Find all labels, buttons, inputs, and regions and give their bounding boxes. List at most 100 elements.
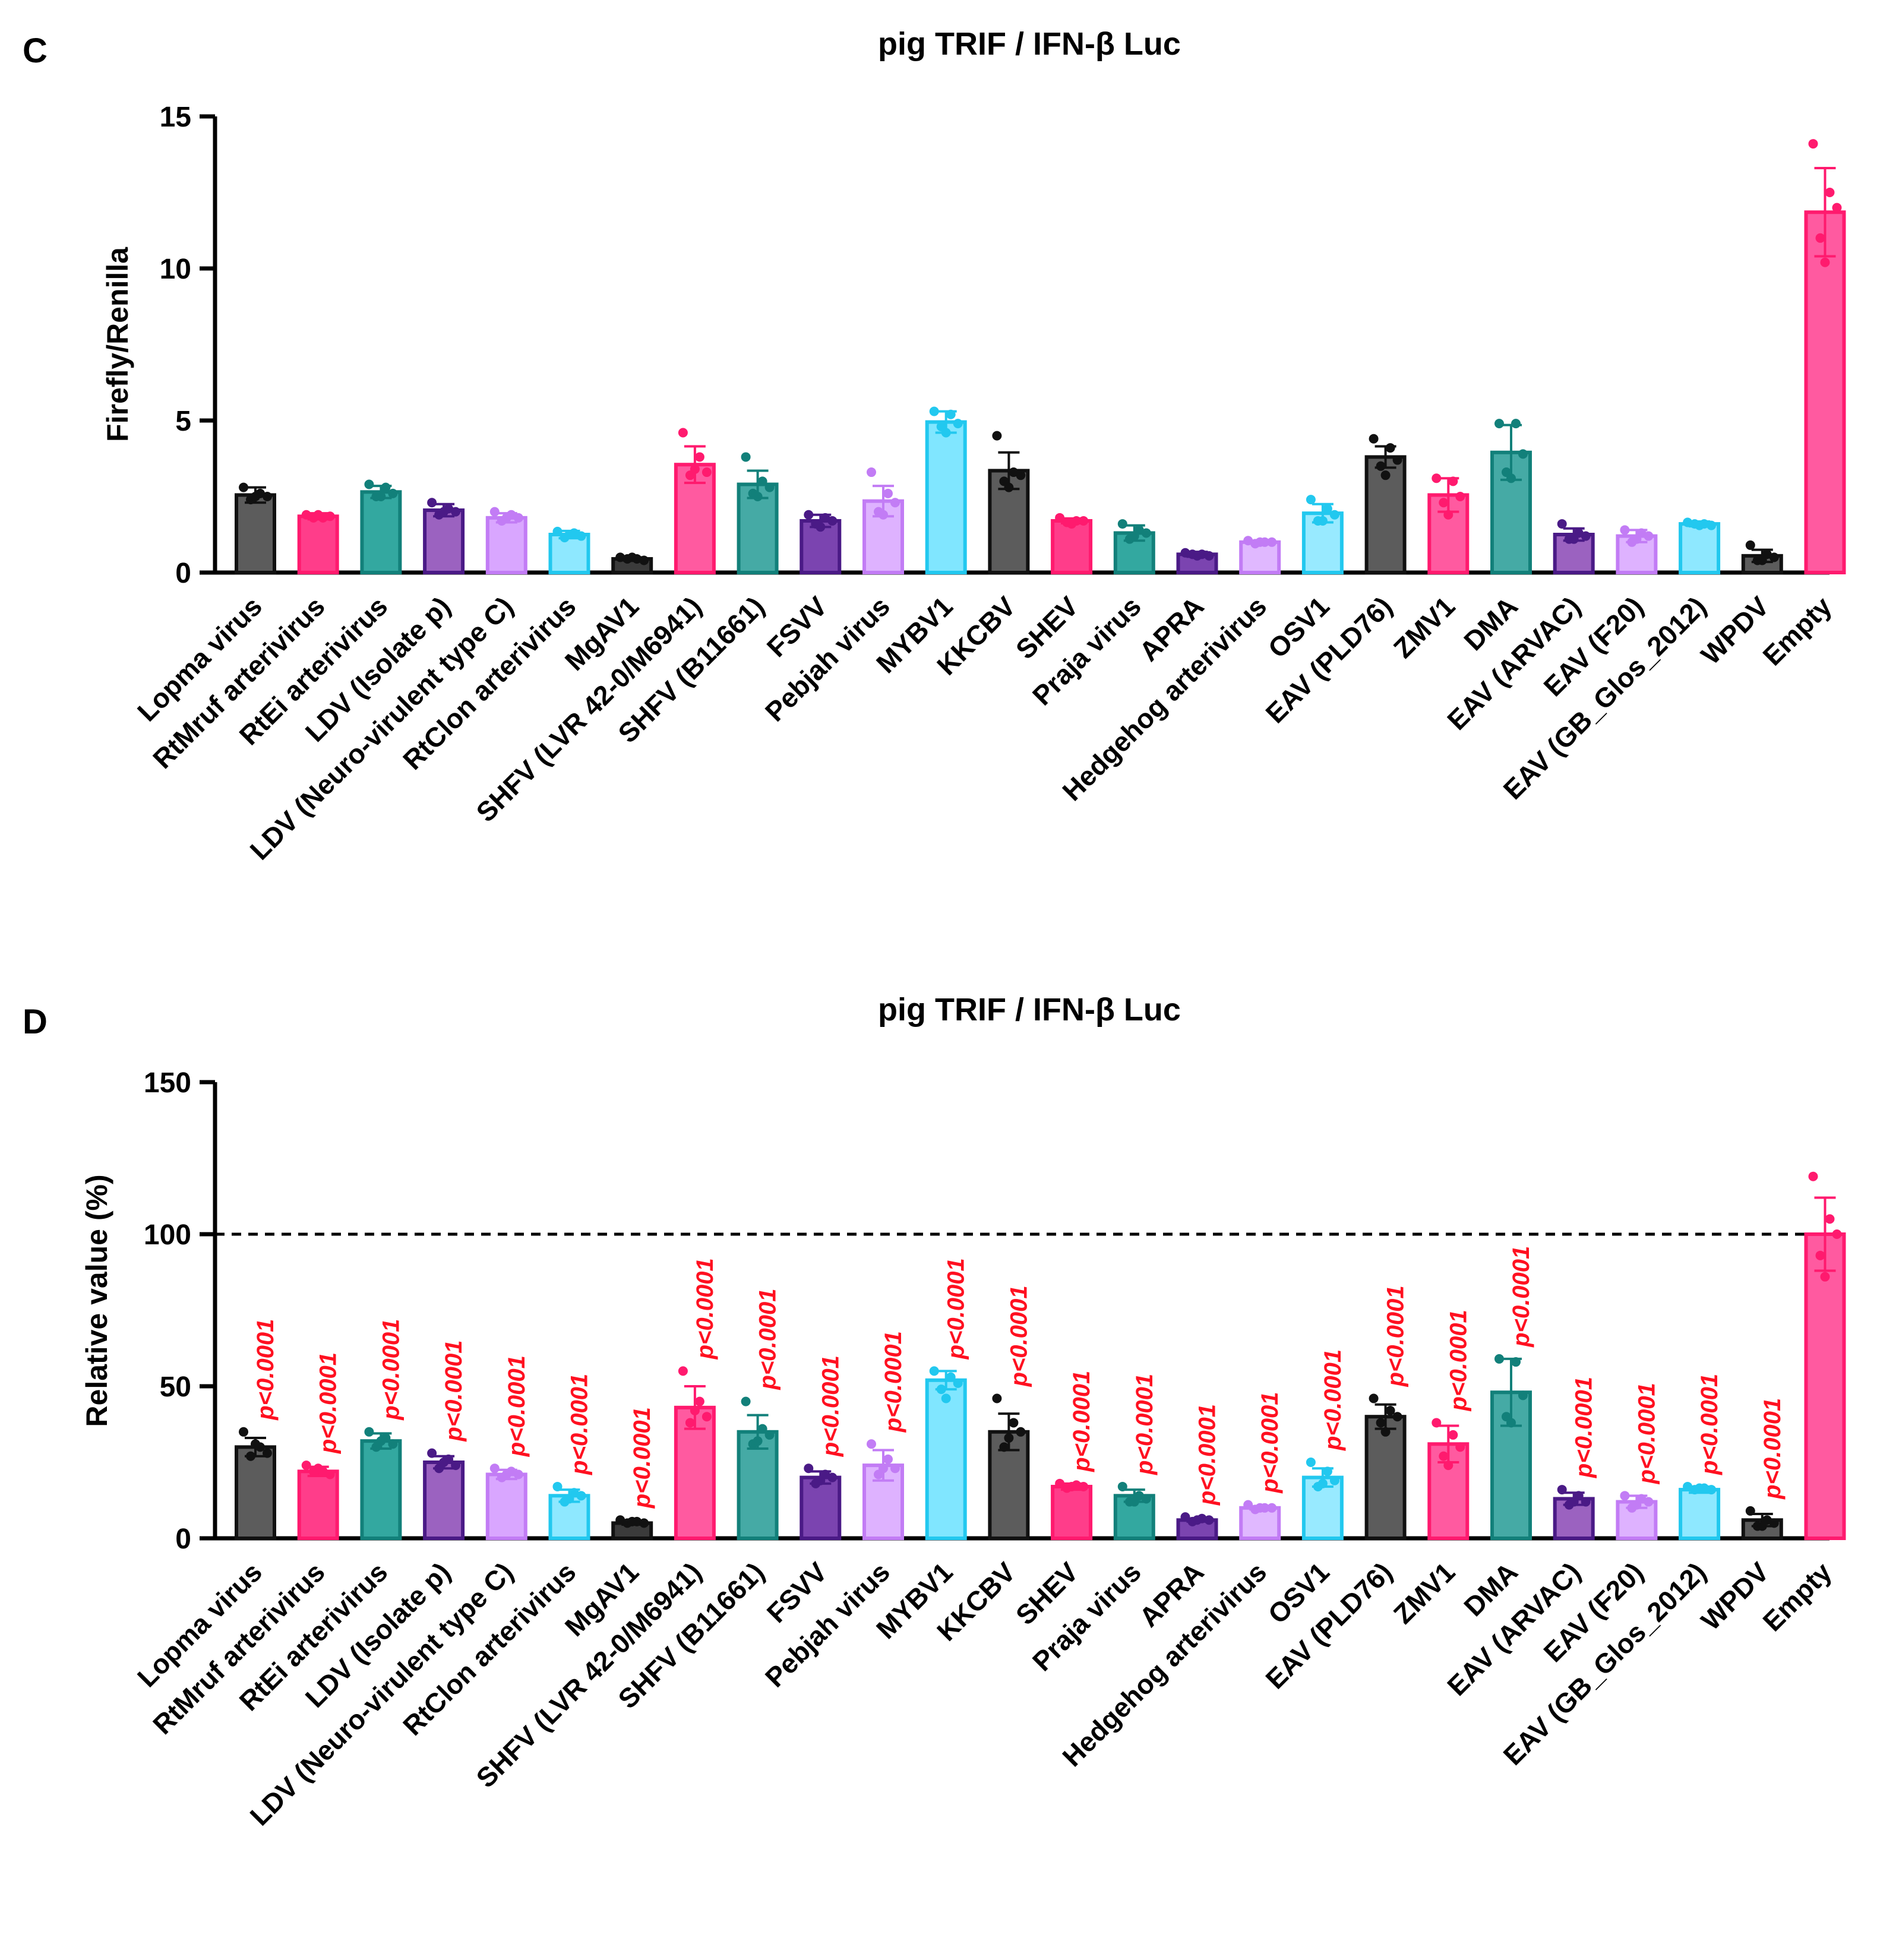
data-point [992,1393,1002,1403]
data-point [1317,1478,1328,1488]
data-point [427,498,437,508]
data-point [929,406,939,416]
y-tick-label: 100 [144,1219,191,1251]
data-point [325,1469,335,1480]
panel-d: D pig TRIF / IFN-β Luc Relative value (%… [23,992,1846,1832]
data-point [1255,1503,1265,1513]
data-point [552,1481,563,1491]
data-point [1376,1418,1386,1428]
bar [360,1439,402,1540]
data-point [388,488,398,498]
data-point [1695,1483,1705,1493]
bar [1679,522,1721,575]
y-tick-label: 10 [160,254,191,285]
bar [297,1469,339,1541]
data-point [263,492,272,501]
data-point [1707,520,1717,530]
data-point [615,1515,625,1525]
data-point [946,1372,956,1382]
category-label: WPDV [1695,590,1775,671]
data-point [1243,1500,1253,1510]
data-point [313,510,323,520]
data-point [501,1469,511,1480]
data-point [364,479,374,489]
data-point [1322,1466,1332,1477]
category-label: Empty [1756,1556,1837,1637]
data-point [690,1405,700,1415]
data-point [1439,1451,1449,1461]
pvalue-label: p<0.0001 [1445,1310,1471,1411]
data-point [883,1454,893,1464]
data-point [564,1494,574,1504]
data-point [890,1463,900,1474]
data-point [1204,551,1214,561]
data-point [1815,1250,1825,1260]
data-point [1581,531,1591,541]
data-point [1443,510,1453,520]
data-point [1255,537,1265,547]
bar [1427,493,1470,574]
pvalue-label: p<0.0001 [1696,1374,1723,1475]
pvalue-label: p<0.0001 [567,1374,593,1475]
data-point [1511,419,1521,429]
data-point [1369,434,1379,444]
data-point [381,482,391,492]
data-point [1518,449,1528,459]
data-point [1267,1503,1277,1513]
data-point [639,555,649,565]
data-point [313,1463,323,1474]
panel-d-title: pig TRIF / IFN-β Luc [878,992,1181,1028]
data-point [992,431,1002,441]
data-point [1494,419,1504,429]
data-point [757,476,767,486]
data-point [513,1469,523,1480]
pvalue-label: p<0.0001 [1257,1392,1283,1494]
data-point [1569,534,1579,544]
data-point [1180,1512,1190,1522]
pvalue-label: p<0.0001 [252,1319,279,1421]
data-point [301,1460,311,1471]
data-point [753,492,763,501]
data-point [388,1439,398,1449]
data-point [1117,1481,1127,1491]
bar [800,1475,842,1541]
data-point [1329,510,1339,520]
data-point [1506,1418,1516,1428]
data-point [946,409,956,419]
bar [1364,1415,1407,1540]
data-point [678,1366,688,1376]
pvalue-label: p<0.0001 [629,1407,655,1509]
pvalue-label: p<0.0001 [1759,1398,1786,1500]
data-point [1079,516,1089,526]
data-point [1820,257,1830,267]
data-point [263,1448,272,1458]
data-point [879,510,888,520]
data-point [1055,1478,1065,1488]
data-point [890,498,900,508]
data-point [701,1412,712,1422]
panel-d-y-axis-title: Relative value (%) [80,1174,113,1427]
data-point [867,1439,876,1449]
bar [925,1378,967,1540]
data-point [936,1384,946,1395]
data-point [1067,1481,1077,1491]
bar [1051,1484,1093,1540]
data-point [1267,537,1277,547]
data-point [953,419,963,429]
data-point [1204,1515,1214,1525]
data-point [1322,504,1332,514]
data-point [1581,1497,1591,1507]
data-point [1557,519,1567,529]
data-point [741,1396,751,1406]
y-tick-label: 0 [175,558,191,589]
data-point [1832,1229,1842,1239]
data-point [1141,528,1151,538]
data-point [804,510,814,520]
pvalue-label: p<0.0001 [1508,1246,1534,1348]
category-label: ZMV1 [1388,590,1461,664]
data-point [239,482,248,492]
pvalue-label: p<0.0001 [755,1288,781,1390]
pvalue-label: p<0.0001 [441,1340,467,1441]
data-point [576,531,586,541]
